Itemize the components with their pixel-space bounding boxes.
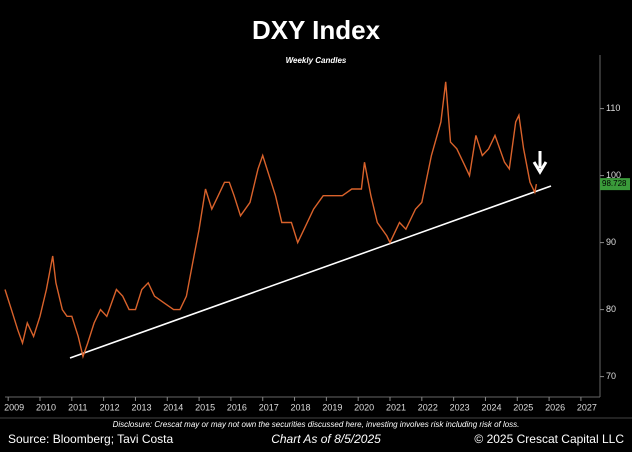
- x-tick-label: 2014: [163, 402, 183, 412]
- x-tick-label: 2009: [4, 402, 24, 412]
- x-tick-label: 2017: [259, 402, 279, 412]
- last-value-box: [600, 178, 630, 191]
- y-tick-label: 110: [606, 103, 620, 113]
- x-tick-label: 2024: [481, 402, 501, 412]
- x-tick-label: 2016: [227, 402, 247, 412]
- x-tick-label: 2020: [354, 402, 374, 412]
- y-tick-label: 100: [606, 170, 621, 180]
- x-tick-label: 2025: [513, 402, 533, 412]
- x-tick-label: 2012: [100, 402, 120, 412]
- chart-subtitle: Weekly Candles: [286, 56, 347, 65]
- chart-title: DXY Index: [252, 15, 381, 45]
- x-tick-label: 2027: [577, 402, 597, 412]
- x-tick-label: 2011: [68, 402, 87, 412]
- x-tick-label: 2018: [291, 402, 311, 412]
- copyright: © 2025 Crescat Capital LLC: [474, 432, 624, 446]
- source: Source: Bloomberg; Tavi Costa: [8, 432, 174, 446]
- x-tick-label: 2021: [386, 402, 406, 412]
- price-line: [4, 81, 538, 359]
- x-tick-label: 2015: [195, 402, 215, 412]
- last-value-label: 98.728: [602, 179, 627, 188]
- y-tick-label: 90: [606, 237, 616, 247]
- x-tick-label: 2026: [545, 402, 565, 412]
- x-tick-label: 2010: [36, 402, 56, 412]
- trendline: [69, 185, 552, 359]
- x-tick-label: 2019: [322, 402, 342, 412]
- x-tick-label: 2013: [131, 402, 151, 412]
- x-tick-label: 2023: [450, 402, 470, 412]
- disclosure: Disclosure: Crescat may or may not own t…: [113, 420, 520, 429]
- y-tick-label: 70: [606, 371, 616, 381]
- y-tick-label: 80: [606, 304, 616, 314]
- arrow: [532, 151, 548, 175]
- x-tick-label: 2022: [418, 402, 438, 412]
- chart-date: Chart As of 8/5/2025: [271, 432, 381, 446]
